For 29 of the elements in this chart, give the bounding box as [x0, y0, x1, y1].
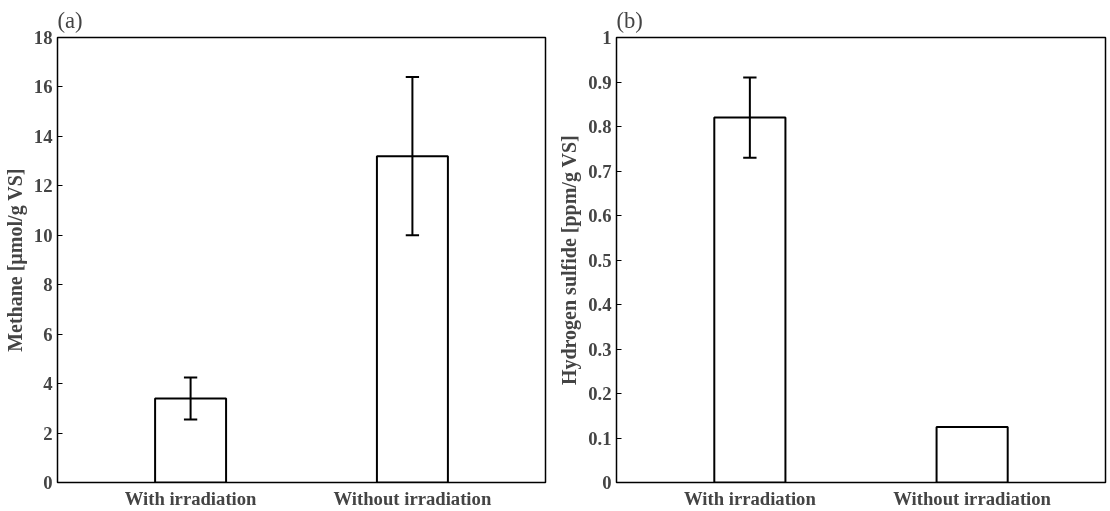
x-tick-label: Without irradiation — [333, 487, 492, 509]
y-tick-label: 1 — [602, 27, 612, 48]
y-tick-label: 6 — [43, 323, 53, 345]
y-tick-label: 0.8 — [588, 116, 612, 137]
y-tick-label: 0.7 — [588, 160, 612, 182]
y-tick-label: 2 — [43, 422, 53, 444]
y-tick-label: 0.3 — [588, 338, 612, 360]
chart-title: (a) — [57, 7, 83, 33]
y-tick-label: 10 — [33, 224, 53, 246]
y-tick-label: 0 — [602, 472, 612, 493]
y-tick-label: 0.9 — [588, 71, 612, 93]
x-tick-label: With irradiation — [683, 487, 817, 509]
y-tick-label: 14 — [33, 125, 53, 147]
x-tick-label: Without irradiation — [893, 487, 1052, 509]
y-tick-label: 12 — [33, 175, 53, 197]
y-tick-label: 0 — [43, 472, 53, 493]
y-tick-label: 4 — [43, 373, 53, 395]
y-tick-label: 0.6 — [588, 205, 612, 226]
y-tick-label: 18 — [33, 27, 53, 48]
y-tick-label: 0.4 — [588, 294, 612, 315]
x-tick-label: With irradiation — [124, 487, 258, 509]
y-tick-label: 0.2 — [588, 383, 612, 404]
y-tick-label: 8 — [43, 274, 53, 296]
y-tick-label: 0.1 — [588, 427, 612, 449]
y-axis-title: Hydrogen sulfide [ppm/g VS] — [558, 135, 582, 386]
y-axis-title: Methane [µmol/g VS] — [3, 168, 27, 352]
y-tick-label: 0.5 — [588, 249, 612, 271]
y-tick-label: 16 — [33, 76, 53, 98]
chart-title: (b) — [616, 7, 643, 33]
